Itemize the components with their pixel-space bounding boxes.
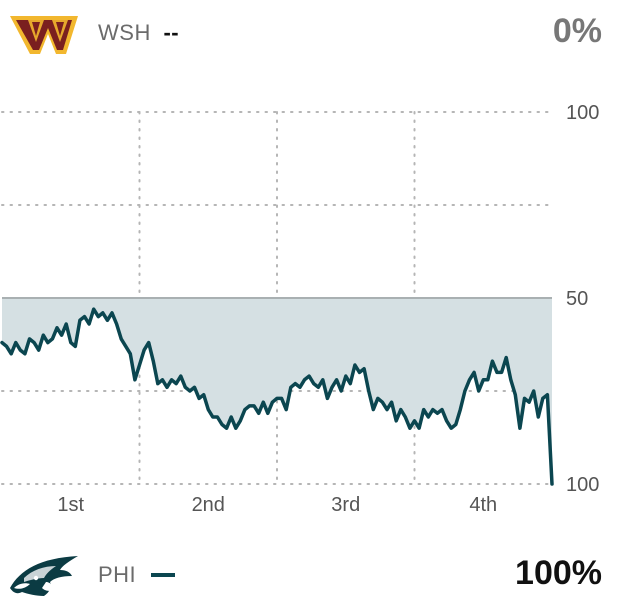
y-tick-label: 100 — [566, 474, 599, 496]
away-team-row: WSH -- 0% — [0, 4, 618, 64]
away-win-pct: 0% — [552, 12, 602, 50]
home-team-row: PHI 100% — [0, 546, 618, 606]
home-team-abbr: PHI — [98, 562, 137, 587]
commanders-w-logo-icon — [10, 16, 78, 54]
y-tick-label: 100 — [566, 102, 599, 124]
x-tick-label: 2nd — [192, 494, 225, 516]
away-team-label: WSH -- — [98, 20, 179, 46]
x-tick-label: 1st — [57, 494, 84, 516]
home-team-label: PHI — [98, 562, 175, 588]
win-prob-line — [0, 307, 554, 486]
eagles-head-logo-icon — [10, 556, 78, 596]
y-tick-label: 50 — [566, 288, 588, 310]
y-axis-ticks: 100 50 100 — [566, 102, 599, 496]
away-team-abbr: WSH — [98, 20, 151, 45]
x-tick-label: 4th — [469, 494, 497, 516]
x-tick-label: 3rd — [331, 494, 360, 516]
home-win-pct: 100% — [515, 554, 602, 592]
win-prob-area — [2, 298, 552, 484]
x-axis-ticks: 1st 2nd 3rd 4th — [57, 494, 497, 516]
away-team-dash: -- — [163, 20, 180, 45]
win-probability-chart: 100 50 100 1st 2nd 3rd 4th — [0, 102, 599, 516]
home-team-color-line — [150, 572, 175, 577]
